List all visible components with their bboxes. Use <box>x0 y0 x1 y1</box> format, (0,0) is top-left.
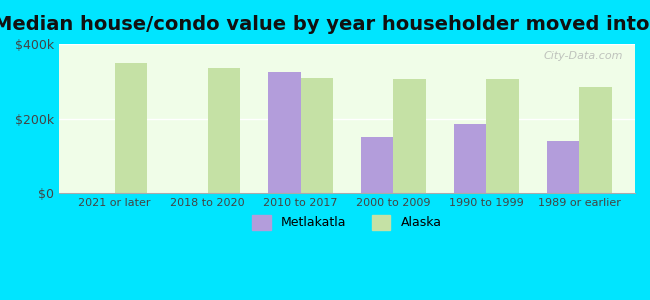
Bar <box>207 68 240 193</box>
Bar <box>579 87 612 193</box>
Bar <box>547 141 579 193</box>
Bar <box>268 72 300 193</box>
Legend: Metlakatla, Alaska: Metlakatla, Alaska <box>248 210 447 235</box>
Bar <box>300 77 333 193</box>
Bar <box>393 80 426 193</box>
Bar <box>454 124 486 193</box>
Title: Median house/condo value by year householder moved into unit: Median house/condo value by year househo… <box>0 15 650 34</box>
Text: City-Data.com: City-Data.com <box>544 51 623 62</box>
Bar <box>115 63 148 193</box>
Bar <box>361 137 393 193</box>
Bar <box>486 80 519 193</box>
